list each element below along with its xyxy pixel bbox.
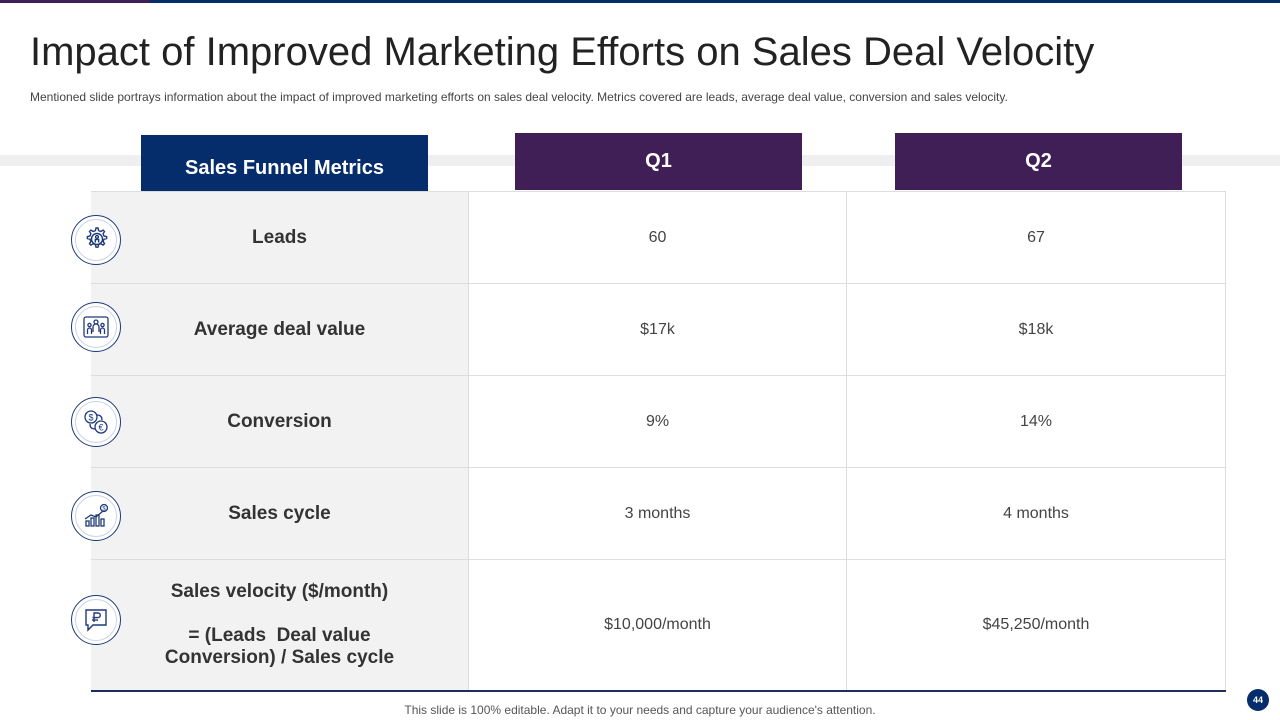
table-row-sales-cycle: Sales cycle 3 months 4 months — [91, 468, 1226, 560]
metric-label: Conversion — [91, 376, 469, 467]
footer-note: This slide is 100% editable. Adapt it to… — [404, 703, 876, 717]
header-q2: Q2 — [895, 133, 1182, 190]
svg-text:€: € — [98, 423, 103, 433]
metric-label: Sales cycle — [91, 468, 469, 559]
header-q1: Q1 — [515, 133, 802, 190]
formula-line-2: Conversion) / Sales cycle — [164, 647, 395, 668]
top-accent-purple — [0, 0, 150, 3]
ruble-chat-icon — [71, 595, 121, 645]
metric-formula-block: Sales velocity ($/month) = (Leads Deal v… — [165, 581, 394, 669]
page-number-badge: 44 — [1247, 689, 1269, 711]
q1-value: 3 months — [469, 468, 847, 559]
metric-label-cell: Sales velocity ($/month) = (Leads Deal v… — [91, 560, 469, 690]
q2-value: $18k — [847, 284, 1226, 375]
q2-value: 67 — [847, 192, 1226, 283]
q1-value: 60 — [469, 192, 847, 283]
gear-person-icon — [71, 215, 121, 265]
table-row-conversion: Conversion 9% 14% — [91, 376, 1226, 468]
q2-value: 14% — [847, 376, 1226, 467]
metrics-table: Leads 60 67 Average deal value $17k $18k… — [91, 191, 1226, 692]
svg-text:$: $ — [88, 413, 93, 423]
q1-value: $10,000/month — [469, 560, 847, 690]
metric-label: Sales velocity ($/month) — [170, 581, 389, 602]
table-row-sales-velocity: Sales velocity ($/month) = (Leads Deal v… — [91, 560, 1226, 690]
q2-value: $45,250/month — [847, 560, 1226, 690]
q1-value: 9% — [469, 376, 847, 467]
metric-label: Leads — [91, 192, 469, 283]
formula-line-1: = (Leads Deal value — [188, 625, 371, 646]
slide-title: Impact of Improved Marketing Efforts on … — [30, 30, 1095, 74]
slide-subtitle: Mentioned slide portrays information abo… — [30, 90, 1008, 104]
metric-label: Average deal value — [91, 284, 469, 375]
q2-value: 4 months — [847, 468, 1226, 559]
growth-chart-icon: $ — [71, 491, 121, 541]
table-row-average-deal-value: Average deal value $17k $18k — [91, 284, 1226, 376]
currency-exchange-icon: $ € — [71, 397, 121, 447]
people-group-icon — [71, 302, 121, 352]
header-metrics: Sales Funnel Metrics — [141, 135, 428, 192]
svg-text:$: $ — [102, 507, 106, 513]
table-row-leads: Leads 60 67 — [91, 192, 1226, 284]
top-accent-bar — [0, 0, 1280, 3]
q1-value: $17k — [469, 284, 847, 375]
